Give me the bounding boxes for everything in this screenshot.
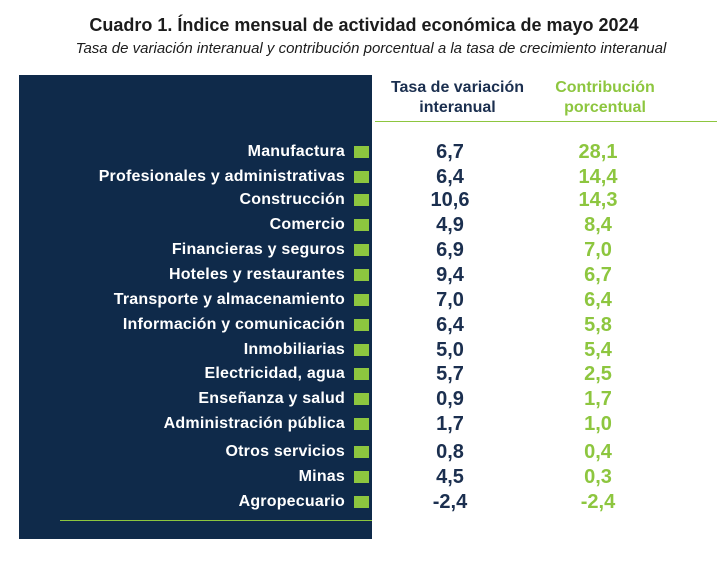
rate-value: 9,4 bbox=[436, 264, 464, 286]
sector-label: Hoteles y restaurantes bbox=[168, 266, 345, 283]
table-row: Transporte y almacenamiento 7,0 6,4 bbox=[0, 288, 728, 312]
rate-value: 0,8 bbox=[436, 441, 464, 463]
table-row: Hoteles y restaurantes 9,4 6,7 bbox=[0, 263, 728, 287]
rate-value: 5,7 bbox=[436, 363, 464, 385]
table-row: Financieras y seguros 6,9 7,0 bbox=[0, 238, 728, 262]
contribution-value: 1,0 bbox=[584, 413, 612, 435]
sector-marker bbox=[354, 194, 369, 206]
sector-marker bbox=[354, 368, 369, 380]
sector-label: Administración pública bbox=[163, 415, 345, 432]
table-row: Inmobiliarias 5,0 5,4 bbox=[0, 338, 728, 362]
contribution-value: 0,4 bbox=[584, 441, 612, 463]
contribution-value: 14,3 bbox=[578, 189, 618, 211]
sector-marker bbox=[354, 244, 369, 256]
table-row: Otros servicios 0,8 0,4 bbox=[0, 440, 728, 464]
sector-marker bbox=[354, 496, 369, 508]
sector-label: Electricidad, agua bbox=[204, 365, 345, 382]
rate-value: -2,4 bbox=[432, 491, 468, 513]
sector-label: Comercio bbox=[269, 216, 345, 233]
sector-marker bbox=[354, 269, 369, 281]
sector-label: Financieras y seguros bbox=[171, 241, 345, 258]
sector-marker bbox=[354, 393, 369, 405]
table-row: Agropecuario -2,4 -2,4 bbox=[0, 490, 728, 514]
table-row: Comercio 4,9 8,4 bbox=[0, 213, 728, 237]
sector-label: Transporte y almacenamiento bbox=[113, 291, 345, 308]
table-row: Minas 4,5 0,3 bbox=[0, 465, 728, 489]
sector-marker bbox=[354, 446, 369, 458]
sector-marker bbox=[354, 294, 369, 306]
sector-marker bbox=[354, 319, 369, 331]
header-divider bbox=[375, 121, 717, 122]
rate-value: 4,5 bbox=[436, 466, 464, 488]
sector-marker bbox=[354, 219, 369, 231]
sector-label: Enseñanza y salud bbox=[198, 390, 345, 407]
sector-marker bbox=[354, 344, 369, 356]
contribution-value: -2,4 bbox=[580, 491, 616, 513]
sector-label: Otros servicios bbox=[225, 443, 345, 460]
contribution-value: 2,5 bbox=[584, 363, 612, 385]
table-row: Construcción 10,6 14,3 bbox=[0, 188, 728, 212]
table-row: Profesionales y administrativas 6,4 14,4 bbox=[0, 165, 728, 189]
contribution-value: 5,8 bbox=[584, 314, 612, 336]
rate-value: 6,9 bbox=[436, 239, 464, 261]
table-row: Enseñanza y salud 0,9 1,7 bbox=[0, 387, 728, 411]
table-row: Manufactura 6,7 28,1 bbox=[0, 140, 728, 164]
rate-value: 4,9 bbox=[436, 214, 464, 236]
sector-label: Manufactura bbox=[247, 143, 345, 160]
contribution-value: 6,7 bbox=[584, 264, 612, 286]
rate-value: 6,4 bbox=[436, 314, 464, 336]
contribution-value: 1,7 bbox=[584, 388, 612, 410]
sector-marker bbox=[354, 146, 369, 158]
column-header-contribution: Contribución porcentual bbox=[555, 79, 655, 116]
table-row: Información y comunicación 6,4 5,8 bbox=[0, 313, 728, 337]
sector-label: Agropecuario bbox=[238, 493, 345, 510]
contribution-value: 28,1 bbox=[578, 141, 618, 163]
rate-value: 0,9 bbox=[436, 388, 464, 410]
sector-label: Inmobiliarias bbox=[243, 341, 345, 358]
sector-label: Información y comunicación bbox=[122, 316, 345, 333]
contribution-value: 5,4 bbox=[584, 339, 612, 361]
contribution-value: 8,4 bbox=[584, 214, 612, 236]
table-title: Cuadro 1. Índice mensual de actividad ec… bbox=[89, 15, 639, 35]
sector-label: Profesionales y administrativas bbox=[98, 168, 345, 185]
table-subtitle: Tasa de variación interanual y contribuc… bbox=[75, 40, 667, 57]
contribution-value: 0,3 bbox=[584, 466, 612, 488]
rate-value: 10,6 bbox=[430, 189, 470, 211]
sector-label: Construcción bbox=[239, 191, 345, 208]
contribution-value: 14,4 bbox=[578, 166, 618, 188]
sector-marker bbox=[354, 418, 369, 430]
rate-value: 7,0 bbox=[436, 289, 464, 311]
table-row: Electricidad, agua 5,7 2,5 bbox=[0, 362, 728, 386]
rate-value: 6,7 bbox=[436, 141, 464, 163]
sector-marker bbox=[354, 471, 369, 483]
sector-marker bbox=[354, 171, 369, 183]
rate-value: 6,4 bbox=[436, 166, 464, 188]
rate-value: 5,0 bbox=[436, 339, 464, 361]
sector-labels-panel bbox=[19, 75, 372, 539]
rate-value: 1,7 bbox=[436, 413, 464, 435]
contribution-value: 7,0 bbox=[584, 239, 612, 261]
contribution-value: 6,4 bbox=[584, 289, 612, 311]
table-row: Administración pública 1,7 1,0 bbox=[0, 412, 728, 436]
sector-label: Minas bbox=[298, 468, 345, 485]
column-header-rate: Tasa de variación interanual bbox=[390, 79, 525, 116]
footer-divider bbox=[60, 520, 372, 521]
